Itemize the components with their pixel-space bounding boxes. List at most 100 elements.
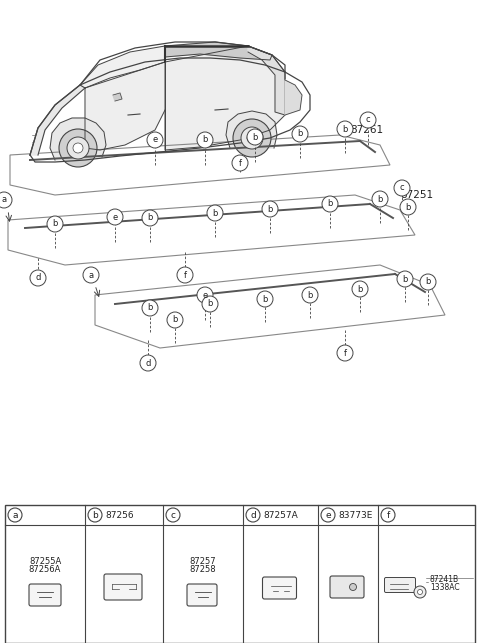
Polygon shape	[165, 46, 285, 150]
Text: b: b	[202, 136, 208, 145]
Circle shape	[233, 119, 271, 157]
Circle shape	[59, 129, 97, 167]
Text: b: b	[92, 511, 98, 520]
Text: c: c	[400, 183, 404, 192]
Text: b: b	[377, 194, 383, 203]
Circle shape	[247, 129, 263, 145]
Circle shape	[167, 312, 183, 328]
Text: f: f	[344, 349, 347, 358]
Circle shape	[414, 586, 426, 598]
Circle shape	[321, 508, 335, 522]
Text: b: b	[147, 303, 153, 312]
Circle shape	[400, 199, 416, 215]
Circle shape	[322, 196, 338, 212]
Text: c: c	[170, 511, 176, 520]
Circle shape	[147, 132, 163, 148]
Circle shape	[202, 296, 218, 312]
Circle shape	[262, 201, 278, 217]
Text: b: b	[327, 199, 333, 208]
Text: 87261: 87261	[350, 125, 383, 135]
Circle shape	[83, 267, 99, 283]
Circle shape	[73, 143, 83, 153]
Circle shape	[107, 209, 123, 225]
Text: e: e	[203, 291, 208, 300]
Polygon shape	[165, 42, 272, 60]
Text: b: b	[357, 284, 363, 293]
FancyBboxPatch shape	[330, 576, 364, 598]
Text: b: b	[147, 213, 153, 222]
Circle shape	[337, 345, 353, 361]
Polygon shape	[113, 93, 122, 101]
FancyBboxPatch shape	[29, 584, 61, 606]
Circle shape	[140, 355, 156, 371]
Circle shape	[207, 205, 223, 221]
Text: d: d	[145, 359, 151, 368]
Text: b: b	[262, 294, 268, 303]
Text: 87251: 87251	[400, 190, 433, 200]
Circle shape	[47, 216, 63, 232]
Text: b: b	[267, 204, 273, 213]
Circle shape	[292, 126, 308, 142]
Circle shape	[142, 300, 158, 316]
Bar	[5, 505, 475, 643]
Text: e: e	[112, 212, 118, 221]
Circle shape	[247, 133, 257, 143]
Circle shape	[197, 287, 213, 303]
Text: 87257: 87257	[190, 557, 216, 566]
Circle shape	[352, 281, 368, 297]
FancyBboxPatch shape	[263, 577, 297, 599]
Text: 87258: 87258	[190, 565, 216, 574]
Text: b: b	[297, 129, 303, 138]
Circle shape	[349, 583, 357, 590]
Circle shape	[177, 267, 193, 283]
Circle shape	[30, 270, 46, 286]
Polygon shape	[50, 118, 106, 160]
Text: f: f	[239, 159, 241, 167]
Circle shape	[420, 274, 436, 290]
Circle shape	[418, 590, 422, 595]
Text: d: d	[36, 273, 41, 282]
Circle shape	[337, 121, 353, 137]
Circle shape	[372, 191, 388, 207]
Text: b: b	[405, 203, 411, 212]
Text: b: b	[307, 291, 312, 300]
Text: 1338AC: 1338AC	[430, 583, 460, 592]
Circle shape	[197, 132, 213, 148]
Circle shape	[142, 210, 158, 226]
Polygon shape	[226, 111, 277, 148]
Text: e: e	[152, 136, 157, 145]
FancyBboxPatch shape	[187, 584, 217, 606]
Circle shape	[246, 508, 260, 522]
Text: a: a	[1, 195, 7, 204]
Circle shape	[166, 508, 180, 522]
Circle shape	[381, 508, 395, 522]
Polygon shape	[85, 62, 165, 150]
Circle shape	[8, 508, 22, 522]
FancyBboxPatch shape	[104, 574, 142, 600]
Circle shape	[0, 192, 12, 208]
FancyBboxPatch shape	[384, 577, 416, 592]
Circle shape	[241, 127, 263, 149]
Text: c: c	[366, 116, 370, 125]
Text: 87241B: 87241B	[430, 574, 459, 583]
Circle shape	[67, 137, 89, 159]
Polygon shape	[285, 80, 302, 115]
Polygon shape	[80, 46, 165, 88]
Circle shape	[397, 271, 413, 287]
Text: b: b	[172, 316, 178, 325]
Text: 87256A: 87256A	[29, 565, 61, 574]
Text: b: b	[207, 300, 213, 309]
Text: b: b	[52, 219, 58, 228]
Text: b: b	[252, 132, 258, 141]
Text: 87256: 87256	[105, 511, 133, 520]
Text: a: a	[12, 511, 18, 520]
Circle shape	[232, 155, 248, 171]
Text: d: d	[250, 511, 256, 520]
Circle shape	[88, 508, 102, 522]
Text: f: f	[183, 271, 187, 280]
Text: 83773E: 83773E	[338, 511, 372, 520]
Text: f: f	[386, 511, 390, 520]
Text: a: a	[88, 271, 94, 280]
Text: b: b	[212, 208, 218, 217]
Text: b: b	[425, 278, 431, 287]
